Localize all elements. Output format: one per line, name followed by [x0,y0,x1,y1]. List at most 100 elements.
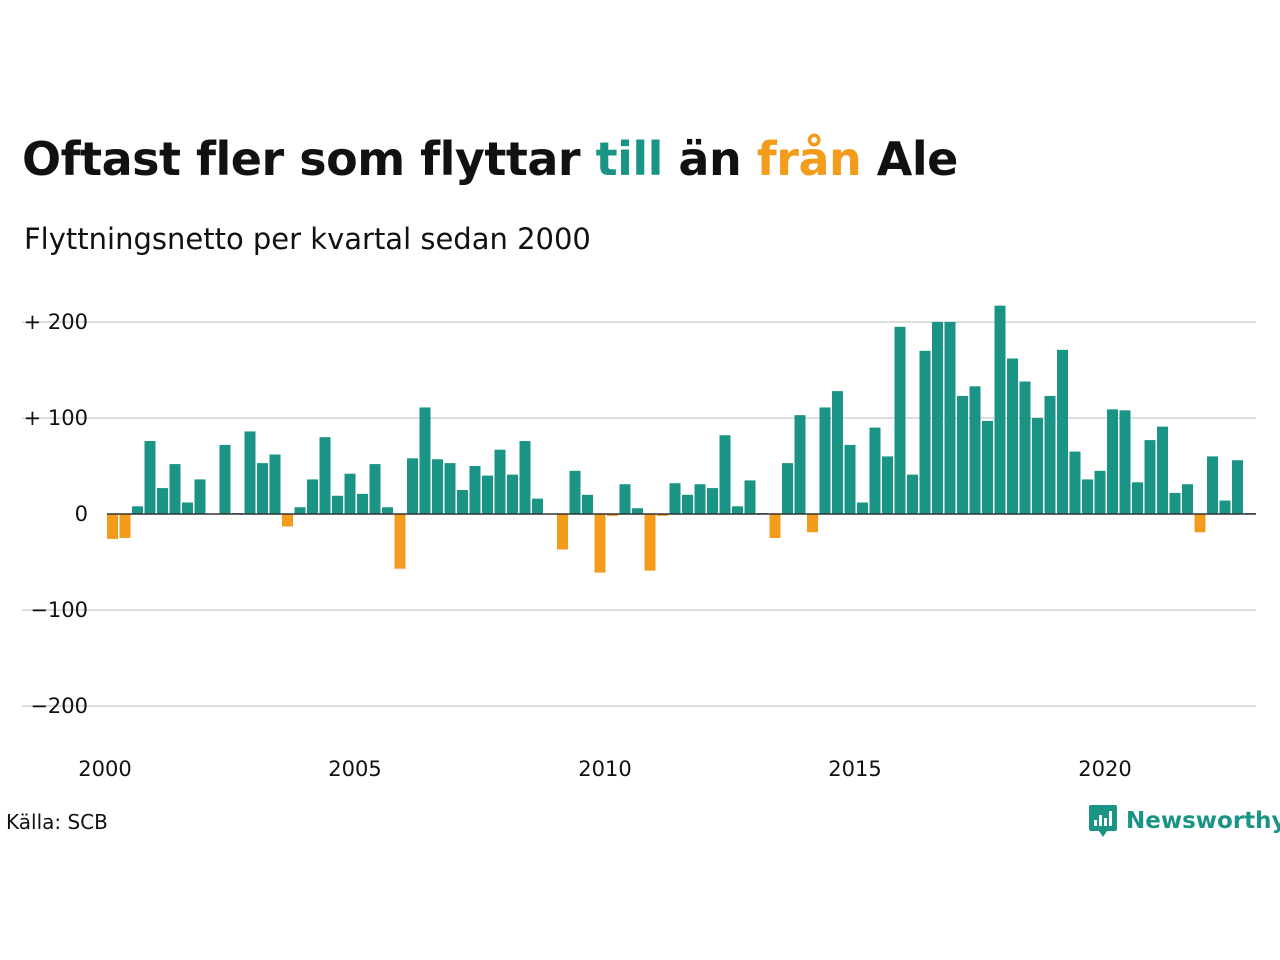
bar [594,514,606,573]
bar [1032,418,1043,514]
bar [644,514,656,571]
bar [907,474,918,514]
bar [407,458,418,514]
bar [1194,514,1206,533]
bar [957,395,968,514]
bar [182,502,193,514]
bar [619,484,631,514]
bar [432,459,443,514]
bar [332,495,343,514]
bar [357,493,368,514]
bar [482,475,493,514]
bar [1207,456,1218,514]
bar [1044,395,1056,514]
chart-title: Oftast fler som flyttar till än från Ale [22,132,958,186]
bar [994,305,1006,514]
bar [832,391,843,514]
bar [719,435,731,514]
bar [494,449,506,514]
bar [882,456,893,514]
bar [119,514,131,538]
newsworthy-chart-bubble-icon [1089,805,1117,837]
bar [1119,410,1131,514]
x-tick-label: 2000 [78,757,131,781]
bar [969,386,981,514]
bar [807,514,818,533]
bar [469,466,481,514]
bar [269,454,281,514]
bar [1019,381,1031,514]
bar [532,498,543,514]
bar [257,463,268,514]
bar [144,441,156,514]
bar [1107,409,1118,514]
bar [219,444,231,514]
bar [707,488,718,514]
y-tick-label: + 200 [24,310,88,334]
bar [982,420,993,514]
bar [319,437,331,514]
bar [282,514,293,527]
newsworthy-logo-text: Newsworthy [1126,808,1280,834]
bar [519,441,531,514]
bar [244,431,256,514]
title-highlight-fran: från [756,132,862,186]
x-tick-label: 2020 [1078,757,1131,781]
bar [569,470,581,514]
bar [1169,492,1181,514]
bar [869,427,881,514]
x-tick-label: 2005 [328,757,381,781]
bar [557,514,568,550]
bar [1132,482,1143,514]
source-note: Källa: SCB [6,810,108,834]
bar [194,479,206,514]
y-tick-label: −200 [30,694,88,718]
bar [382,507,393,514]
y-axis-tick-labels: + 200 + 100 0 −100 −200 [24,310,88,718]
bar [732,506,743,514]
bar [457,490,468,514]
bar [419,407,431,514]
bar [157,488,168,514]
bar [857,502,868,514]
title-part-3: Ale [861,132,959,186]
title-highlight-till: till [595,132,664,186]
title-part-2: än [662,132,757,186]
bar [444,463,456,514]
bar [1232,460,1243,514]
bar [1144,440,1156,514]
bar [1007,358,1018,514]
bar [394,514,406,569]
bar [919,350,931,514]
bar [1082,479,1093,514]
bar [607,514,618,516]
bar [744,480,756,514]
bar [107,514,118,539]
bar [1219,500,1231,514]
bar [369,464,381,514]
bar [669,483,681,514]
bar [894,326,906,514]
bar [1094,470,1106,514]
bar [132,506,143,514]
bar [682,494,693,514]
x-tick-label: 2015 [828,757,881,781]
y-tick-label: + 100 [24,406,88,430]
bar [694,484,706,514]
chart-subtitle: Flyttningsnetto per kvartal sedan 2000 [24,222,591,256]
bar [169,464,181,514]
bar [819,407,831,514]
bar [932,322,943,514]
bar [582,494,593,514]
bar [1057,349,1068,514]
bar [769,514,781,538]
bars [107,305,1256,573]
bar [944,322,956,514]
bar [632,508,643,514]
x-axis-tick-labels: 2000 2005 2010 2015 2020 [78,757,1131,781]
y-tick-label: −100 [30,598,88,622]
bar [844,444,856,514]
title-part-1: Oftast fler som flyttar [22,132,596,186]
bar [344,473,356,514]
